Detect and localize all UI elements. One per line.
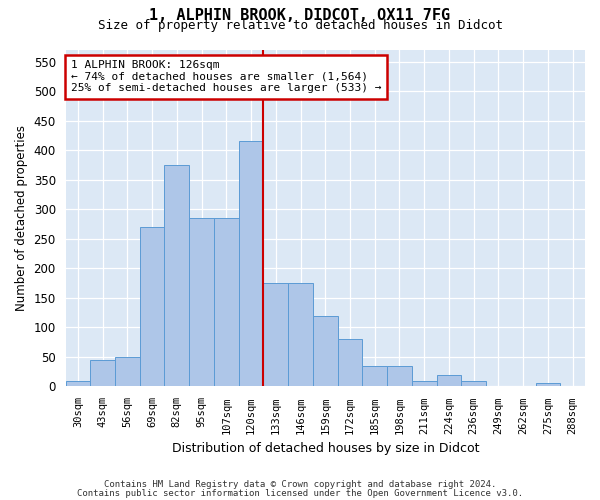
- Text: 1, ALPHIN BROOK, DIDCOT, OX11 7FG: 1, ALPHIN BROOK, DIDCOT, OX11 7FG: [149, 8, 451, 22]
- Bar: [115, 357, 140, 386]
- Bar: [90, 360, 115, 386]
- Bar: [362, 366, 387, 386]
- Bar: [461, 380, 486, 386]
- Bar: [140, 227, 164, 386]
- Bar: [239, 142, 263, 386]
- Text: Contains HM Land Registry data © Crown copyright and database right 2024.: Contains HM Land Registry data © Crown c…: [104, 480, 496, 489]
- Bar: [387, 366, 412, 386]
- Bar: [189, 218, 214, 386]
- Bar: [412, 380, 437, 386]
- Text: 1 ALPHIN BROOK: 126sqm
← 74% of detached houses are smaller (1,564)
25% of semi-: 1 ALPHIN BROOK: 126sqm ← 74% of detached…: [71, 60, 381, 94]
- Bar: [338, 339, 362, 386]
- Bar: [313, 316, 338, 386]
- Bar: [263, 283, 288, 387]
- Bar: [164, 165, 189, 386]
- Bar: [214, 218, 239, 386]
- Bar: [536, 384, 560, 386]
- Text: Size of property relative to detached houses in Didcot: Size of property relative to detached ho…: [97, 19, 503, 32]
- Text: Contains public sector information licensed under the Open Government Licence v3: Contains public sector information licen…: [77, 489, 523, 498]
- Bar: [288, 283, 313, 387]
- X-axis label: Distribution of detached houses by size in Didcot: Distribution of detached houses by size …: [172, 442, 479, 455]
- Bar: [437, 374, 461, 386]
- Bar: [65, 380, 90, 386]
- Y-axis label: Number of detached properties: Number of detached properties: [15, 125, 28, 311]
